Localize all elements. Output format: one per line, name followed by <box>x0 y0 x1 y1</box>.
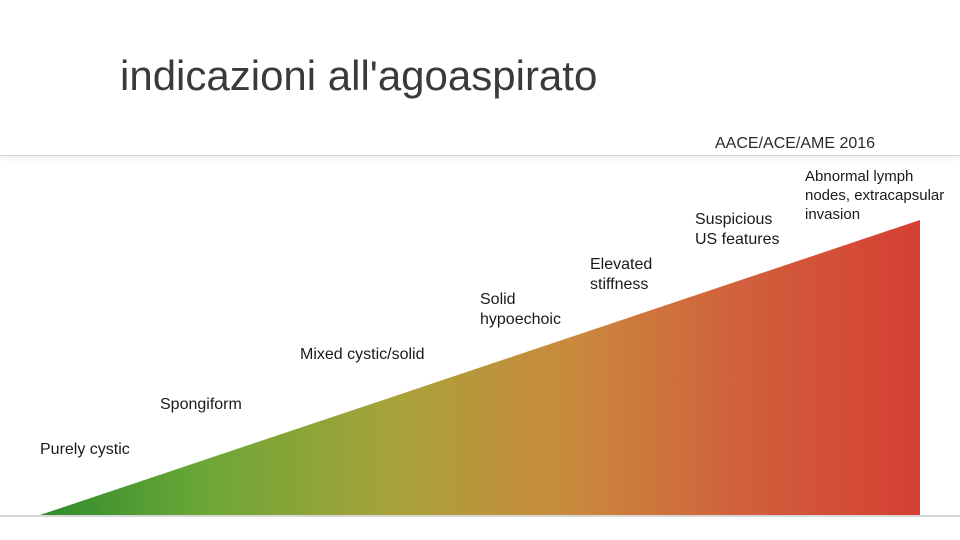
citation-text: AACE/ACE/AME 2016 <box>715 135 875 153</box>
risk-triangle-chart <box>0 170 960 530</box>
page-title: indicazioni all'agoaspirato <box>120 52 597 100</box>
slide: indicazioni all'agoaspirato AACE/ACE/AME… <box>0 0 960 540</box>
